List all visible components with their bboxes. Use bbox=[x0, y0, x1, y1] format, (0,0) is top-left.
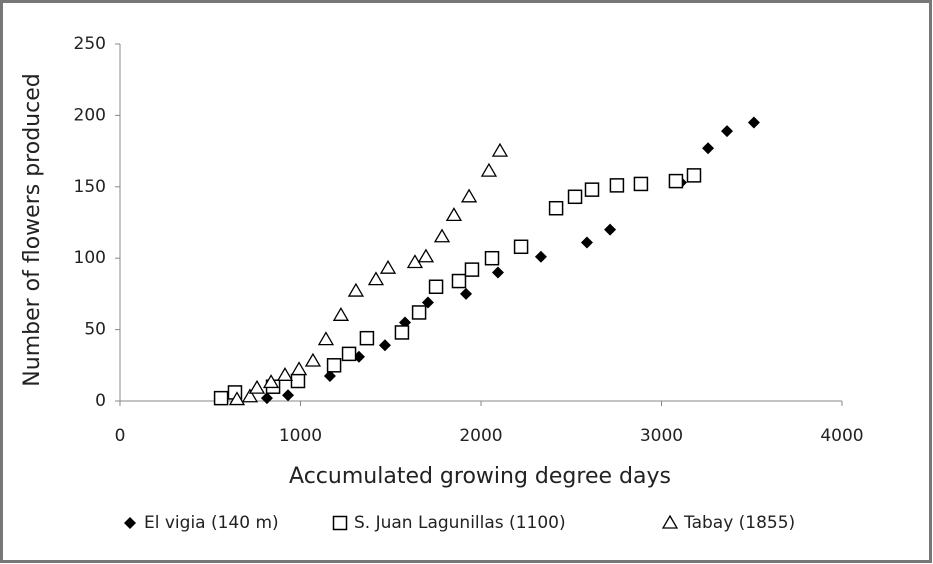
data-point bbox=[378, 339, 391, 352]
y-tick-label: 150 bbox=[74, 177, 106, 197]
x-tick-label: 3000 bbox=[640, 426, 683, 446]
data-point bbox=[290, 361, 308, 376]
data-point bbox=[604, 223, 617, 236]
y-tick-label: 0 bbox=[95, 391, 106, 411]
data-point bbox=[580, 236, 593, 249]
data-point bbox=[323, 370, 336, 383]
data-point bbox=[282, 389, 295, 402]
data-point bbox=[464, 262, 480, 277]
x-tick-label: 1000 bbox=[279, 426, 322, 446]
data-point bbox=[304, 352, 322, 367]
data-point bbox=[379, 259, 397, 274]
data-point bbox=[241, 388, 259, 403]
x-tick-label: 4000 bbox=[820, 426, 863, 446]
data-point bbox=[276, 367, 294, 381]
data-point bbox=[317, 331, 335, 346]
data-point bbox=[534, 250, 547, 263]
data-point bbox=[747, 116, 760, 129]
data-point bbox=[260, 392, 273, 405]
data-point bbox=[332, 307, 350, 321]
data-point bbox=[367, 271, 385, 286]
data-point bbox=[584, 182, 600, 197]
y-tick-label: 100 bbox=[74, 248, 106, 268]
data-point bbox=[445, 207, 463, 222]
data-point bbox=[633, 176, 649, 192]
data-point bbox=[609, 178, 625, 193]
data-point bbox=[347, 282, 365, 297]
legend-marker bbox=[661, 514, 679, 529]
data-point bbox=[513, 239, 529, 255]
data-point bbox=[394, 325, 410, 340]
data-point bbox=[460, 287, 473, 300]
y-axis-label: Number of flowers produced bbox=[20, 73, 45, 386]
data-point bbox=[228, 391, 246, 406]
legend-marker bbox=[332, 515, 348, 531]
data-point bbox=[668, 173, 684, 189]
data-point bbox=[411, 305, 427, 320]
data-point bbox=[484, 250, 500, 266]
data-point bbox=[341, 346, 357, 362]
data-point bbox=[480, 162, 498, 177]
x-axis-label: Accumulated growing degree days bbox=[289, 464, 671, 489]
data-point bbox=[686, 168, 702, 183]
data-point bbox=[702, 142, 715, 155]
data-point bbox=[359, 330, 375, 346]
data-point bbox=[548, 200, 564, 216]
data-point bbox=[326, 358, 342, 373]
data-point bbox=[428, 279, 444, 295]
data-point bbox=[248, 379, 266, 394]
data-point bbox=[417, 248, 435, 263]
y-tick-label: 250 bbox=[74, 34, 106, 54]
data-point bbox=[721, 125, 734, 138]
data-point bbox=[290, 373, 306, 389]
y-tick-label: 50 bbox=[84, 320, 106, 340]
x-tick-label: 2000 bbox=[459, 426, 502, 446]
data-point bbox=[567, 189, 583, 205]
data-point bbox=[491, 142, 509, 157]
data-point bbox=[491, 266, 504, 279]
data-point bbox=[262, 374, 280, 389]
y-tick-label: 200 bbox=[74, 105, 106, 125]
x-tick-label: 0 bbox=[115, 426, 126, 446]
data-point bbox=[451, 273, 467, 289]
data-point bbox=[433, 228, 451, 243]
legend-label: Tabay (1855) bbox=[683, 513, 795, 533]
legend-marker bbox=[124, 517, 136, 529]
legend-label: El vigia (140 m) bbox=[144, 513, 279, 533]
data-point bbox=[460, 188, 478, 203]
legend-label: S. Juan Lagunillas (1100) bbox=[354, 513, 566, 533]
data-point bbox=[213, 390, 229, 406]
